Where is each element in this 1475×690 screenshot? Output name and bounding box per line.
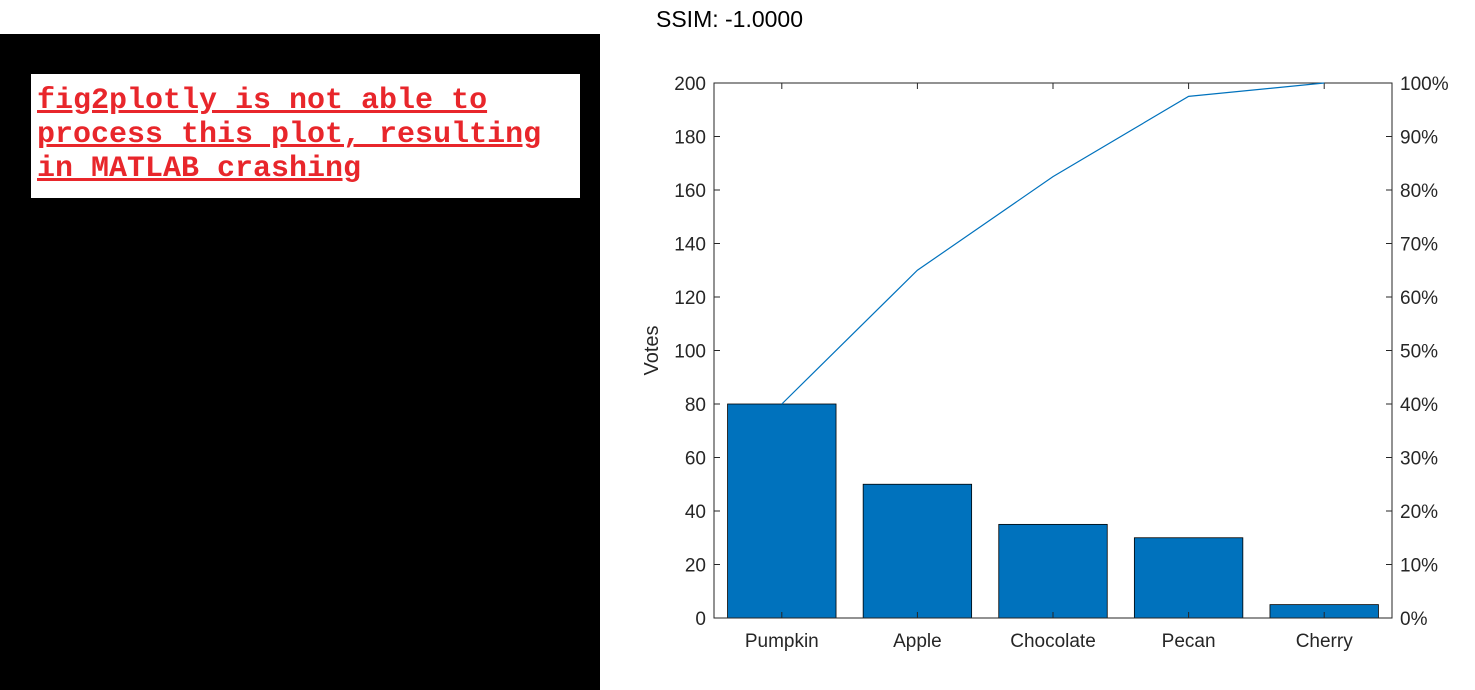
y2-tick-label: 60% bbox=[1400, 288, 1438, 309]
y-tick-label: 60 bbox=[685, 449, 706, 470]
y2-tick-label: 10% bbox=[1400, 556, 1438, 577]
black-panel: fig2plotly is not able to process this p… bbox=[0, 34, 600, 690]
y-tick-label: 120 bbox=[674, 288, 706, 309]
y2-tick-label: 80% bbox=[1400, 181, 1438, 202]
y-tick-label: 20 bbox=[685, 556, 706, 577]
y-tick-label: 100 bbox=[674, 342, 706, 363]
error-message-box: fig2plotly is not able to process this p… bbox=[31, 74, 580, 198]
y-axis-label: Votes bbox=[641, 325, 663, 375]
error-line-3: in MATLAB crashing bbox=[37, 152, 362, 186]
bar-pumpkin bbox=[727, 403, 837, 619]
y-tick-label: 180 bbox=[674, 128, 706, 149]
y-tick-label: 0 bbox=[695, 609, 706, 630]
error-line-1: fig2plotly is not able to bbox=[37, 84, 488, 118]
y2-tick-label: 20% bbox=[1400, 502, 1438, 523]
y-tick-label: 200 bbox=[674, 74, 706, 95]
y-tick-label: 160 bbox=[674, 181, 706, 202]
y2-tick-label: 30% bbox=[1400, 449, 1438, 470]
x-tick-label: Cherry bbox=[1296, 631, 1354, 652]
y2-tick-label: 90% bbox=[1400, 128, 1438, 149]
y2-tick-label: 100% bbox=[1400, 74, 1449, 95]
x-tick-label: Pecan bbox=[1162, 631, 1216, 652]
ssim-title: SSIM: -1.0000 bbox=[656, 6, 804, 32]
cumulative-line bbox=[781, 82, 1325, 405]
y-tick-label: 40 bbox=[685, 502, 706, 523]
y2-tick-label: 50% bbox=[1400, 342, 1438, 363]
y2-tick-label: 0% bbox=[1400, 609, 1428, 630]
x-tick-label: Chocolate bbox=[1010, 631, 1096, 652]
bar-pecan bbox=[1133, 537, 1244, 619]
bar-chocolate bbox=[998, 523, 1108, 619]
x-tick-label: Apple bbox=[893, 631, 942, 652]
y2-tick-label: 40% bbox=[1400, 395, 1438, 416]
y2-tick-label: 70% bbox=[1400, 235, 1438, 256]
bar-apple bbox=[862, 483, 973, 619]
x-tick-label: Pumpkin bbox=[745, 631, 819, 652]
y-tick-label: 140 bbox=[674, 235, 706, 256]
error-line-2: process this plot, resulting bbox=[37, 118, 542, 152]
y-tick-label: 80 bbox=[685, 395, 706, 416]
